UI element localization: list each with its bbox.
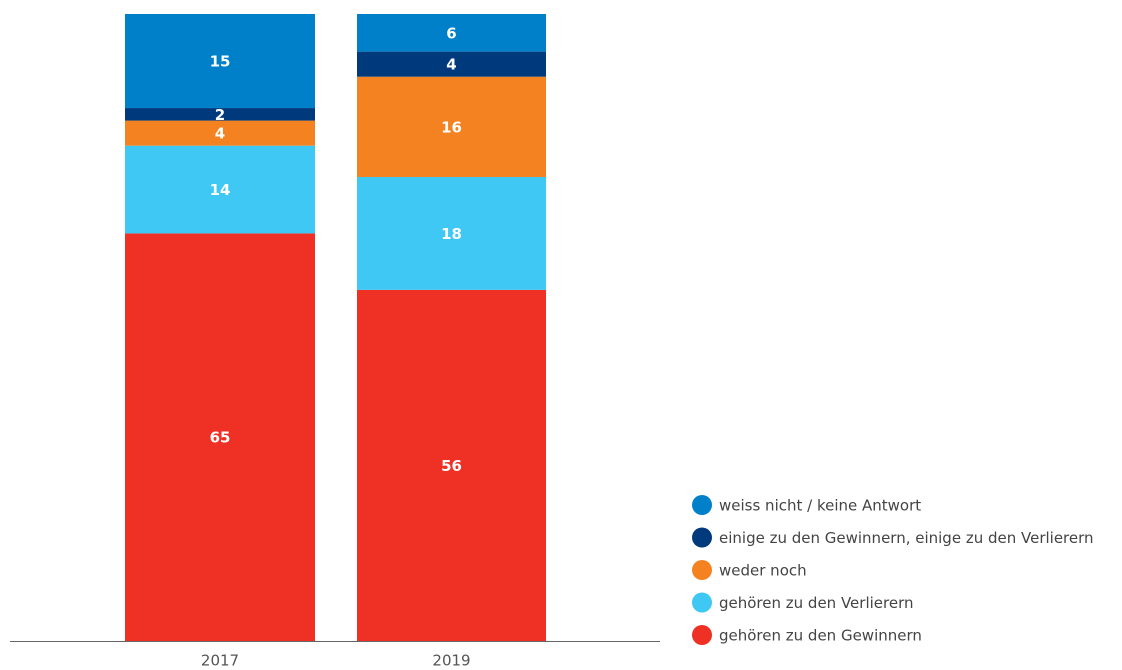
legend-label: gehören zu den Gewinnern [719, 627, 922, 645]
data-label: 4 [446, 56, 456, 74]
legend-swatch [692, 495, 712, 515]
legend-label: einige zu den Gewinnern, einige zu den V… [719, 529, 1094, 547]
legend-swatch [692, 527, 712, 548]
bar-segment [357, 289, 546, 641]
data-label: 4 [215, 125, 225, 143]
bar-segment [125, 120, 315, 146]
data-label: 65 [210, 429, 231, 447]
data-label: 6 [446, 24, 456, 42]
data-label: 14 [210, 181, 231, 199]
data-label: 56 [441, 457, 462, 475]
data-label: 16 [441, 118, 462, 136]
bar-segment [125, 108, 315, 121]
bar-segment [125, 145, 315, 234]
x-tick-label: 2017 [201, 652, 239, 670]
legend-label: weiss nicht / keine Antwort [719, 497, 921, 515]
legend-label: weder noch [719, 562, 807, 580]
bar-segment [357, 51, 546, 77]
bar-segment [357, 14, 546, 52]
bar-segment [125, 14, 315, 109]
bar-segment [125, 233, 315, 641]
data-label: 18 [441, 225, 462, 243]
bar-segment [357, 177, 546, 290]
data-label: 2 [215, 106, 225, 124]
legend-swatch [692, 625, 712, 645]
legend-swatch [692, 592, 712, 613]
legend-swatch [692, 560, 712, 580]
data-label: 15 [210, 53, 231, 71]
legend-label: gehören zu den Verlierern [719, 594, 913, 612]
bar-segment [357, 76, 546, 178]
x-tick-label: 2019 [432, 652, 470, 670]
